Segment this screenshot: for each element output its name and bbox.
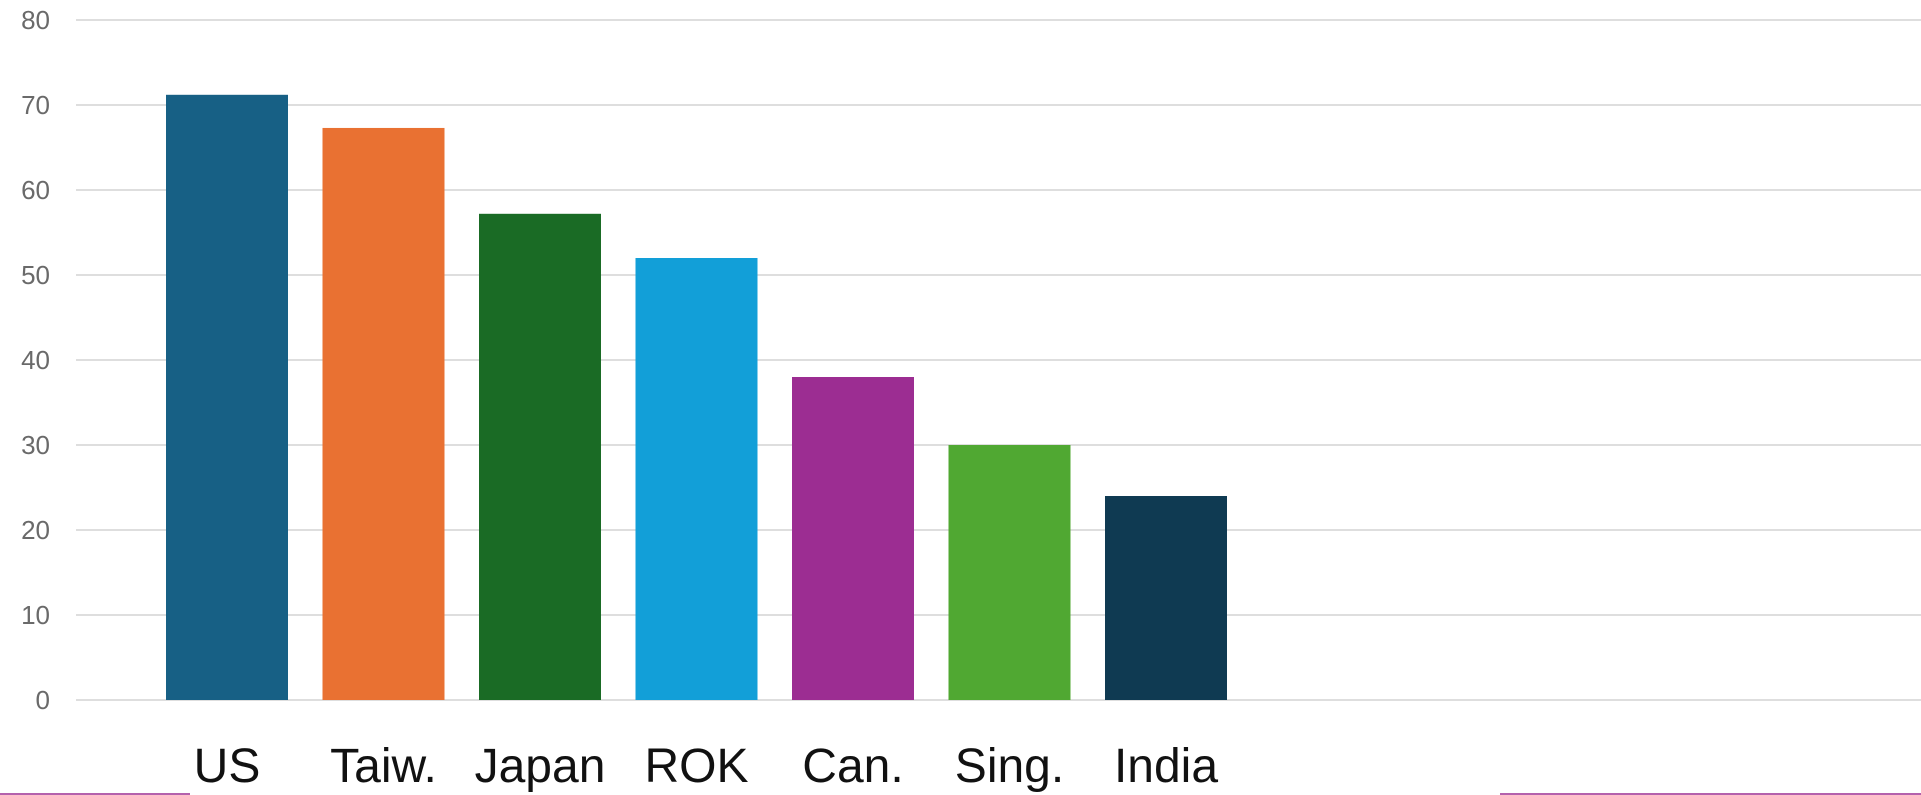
- y-tick-label-70: 70: [21, 90, 50, 120]
- x-tick-label-sing: Sing.: [955, 740, 1064, 793]
- x-tick-label-taiw: Taiw.: [330, 740, 437, 793]
- x-tick-label-us: US: [194, 740, 261, 793]
- y-tick-label-80: 80: [21, 5, 50, 35]
- bar-japan: [479, 213, 601, 701]
- bar-sing: [948, 445, 1071, 700]
- bars: [166, 94, 1227, 701]
- y-tick-label-20: 20: [21, 515, 50, 545]
- x-tick-label-rok: ROK: [644, 740, 748, 793]
- y-tick-label-60: 60: [21, 175, 50, 205]
- x-tick-label-india: India: [1114, 740, 1218, 793]
- x-tick-label-japan: Japan: [475, 740, 606, 793]
- y-tick-label-10: 10: [21, 600, 50, 630]
- y-tick-label-0: 0: [36, 685, 50, 715]
- bar-taiw: [322, 127, 445, 700]
- bar-rok: [635, 258, 758, 700]
- y-axis-tick-labels: 0 10 20 30 40 50 60 70 80: [21, 5, 50, 715]
- x-tick-label-can: Can.: [802, 740, 903, 793]
- y-tick-label-40: 40: [21, 345, 50, 375]
- bar-us: [166, 94, 288, 701]
- y-tick-label-50: 50: [21, 260, 50, 290]
- x-axis-tick-labels: US Taiw. Japan ROK Can. Sing. India: [194, 740, 1219, 793]
- bar-india: [1105, 496, 1227, 700]
- bar-can: [792, 377, 914, 700]
- y-tick-label-30: 30: [21, 430, 50, 460]
